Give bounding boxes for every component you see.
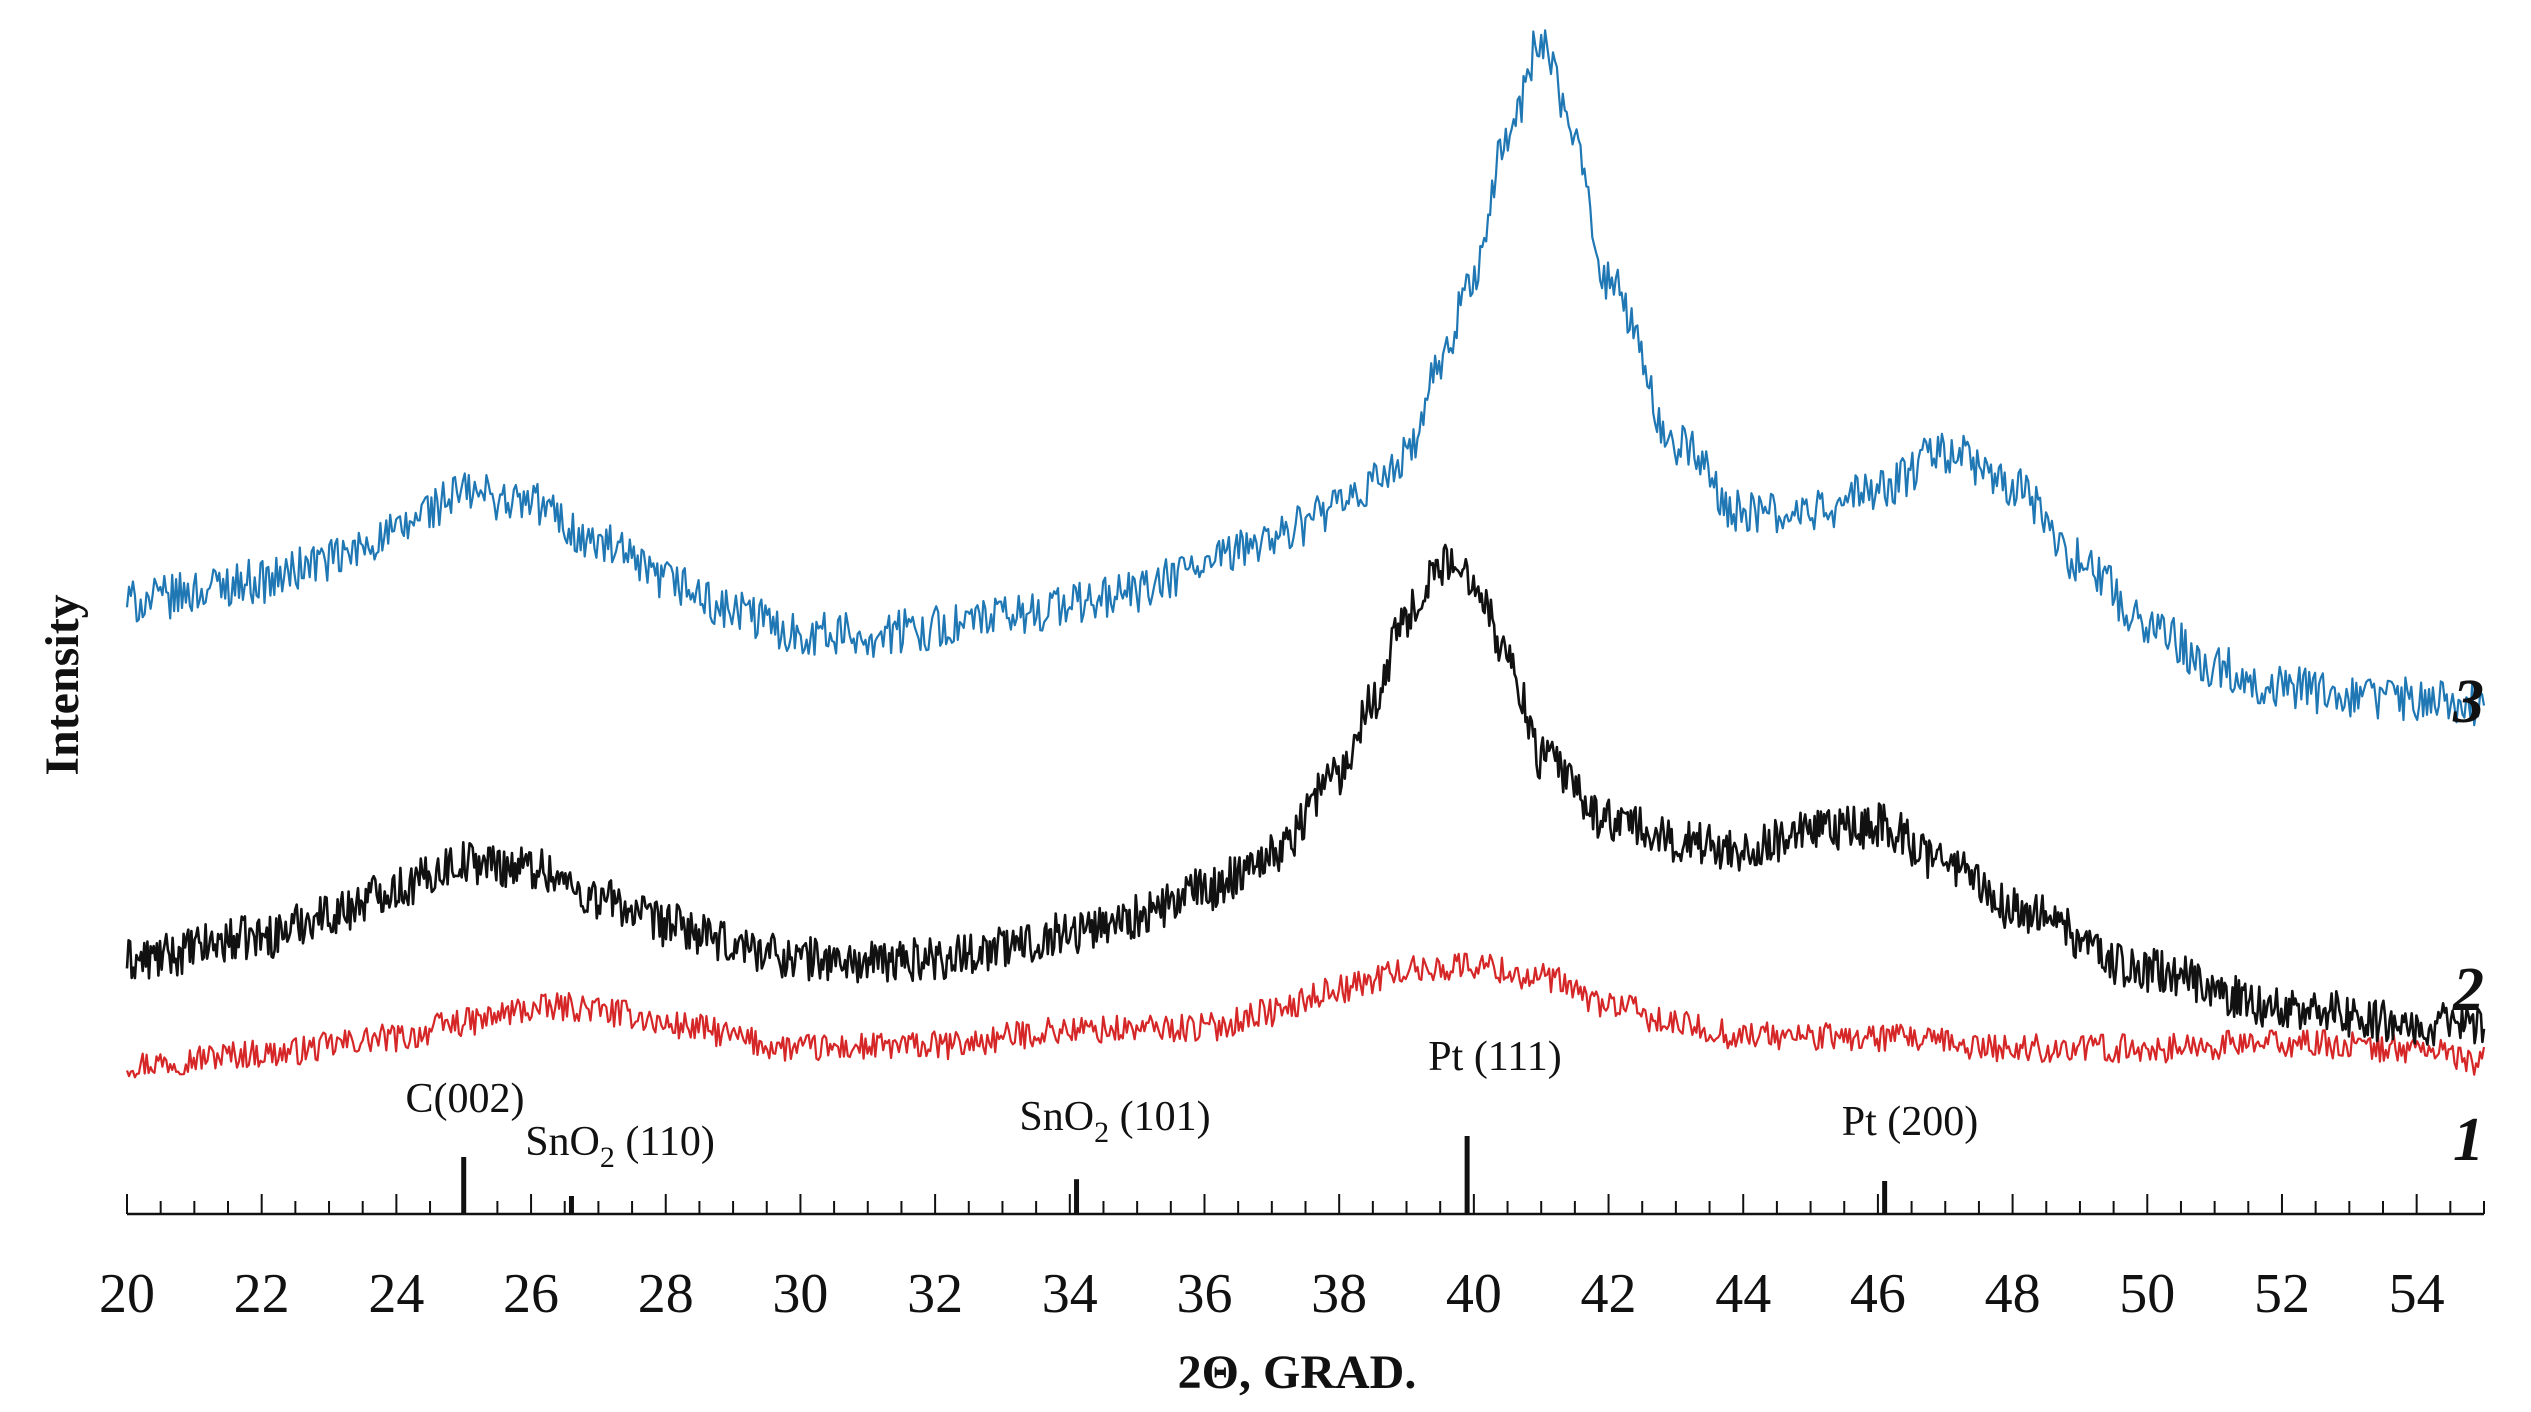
x-tick-label: 42 <box>1581 1263 1637 1325</box>
reference-line-label: SnO2 (110) <box>525 1119 715 1174</box>
series-3-label: 3 <box>2452 668 2484 736</box>
x-tick-label: 30 <box>772 1263 828 1325</box>
reference-line-label: Pt (111) <box>1428 1034 1561 1080</box>
y-axis-title: Intensity <box>36 594 89 775</box>
x-tick-label: 52 <box>2254 1263 2310 1325</box>
x-tick-label: 34 <box>1042 1263 1098 1325</box>
x-tick-label: 54 <box>2389 1263 2445 1325</box>
reference-line-label: SnO2 (101) <box>1019 1094 1210 1149</box>
x-tick-label: 46 <box>1850 1263 1906 1325</box>
x-tick-label: 20 <box>99 1263 155 1325</box>
x-tick-label: 32 <box>907 1263 963 1325</box>
reference-line-label: Pt (200) <box>1842 1099 1979 1145</box>
x-tick-label: 44 <box>1715 1263 1771 1325</box>
x-tick-label: 38 <box>1311 1263 1367 1325</box>
x-tick-label: 36 <box>1176 1263 1232 1325</box>
x-axis: 20 22 24 26 28 30 32 34 36 38 40 42 44 46 48 50 52 54 <box>99 1194 2485 1325</box>
labels-layer: 2Θ, GRAD. Intensity <box>36 594 1416 1399</box>
reference-lines-layer: C(002)SnO2 (110) SnO2 (101) Pt (111) Pt (20… <box>406 1034 1979 1214</box>
x-tick-label: 24 <box>368 1263 424 1325</box>
series-2-label: 2 <box>2452 956 2484 1024</box>
x-tick-label: 48 <box>1985 1263 2041 1325</box>
series-2-line <box>125 543 2486 1047</box>
x-tick-label: 22 <box>234 1263 290 1325</box>
series-layer: 1 2 3 <box>125 29 2486 1174</box>
x-axis-title: 2Θ, GRAD. <box>1178 1346 1417 1399</box>
x-tick-label: 26 <box>503 1263 559 1325</box>
reference-line-label: C(002) <box>406 1076 525 1122</box>
series-1-label: 1 <box>2453 1106 2484 1174</box>
series-1-line <box>125 952 2486 1079</box>
x-tick-label: 40 <box>1446 1263 1502 1325</box>
x-tick-label: 50 <box>2119 1263 2175 1325</box>
x-tick-label: 28 <box>638 1263 694 1325</box>
series-3-line <box>125 29 2486 727</box>
